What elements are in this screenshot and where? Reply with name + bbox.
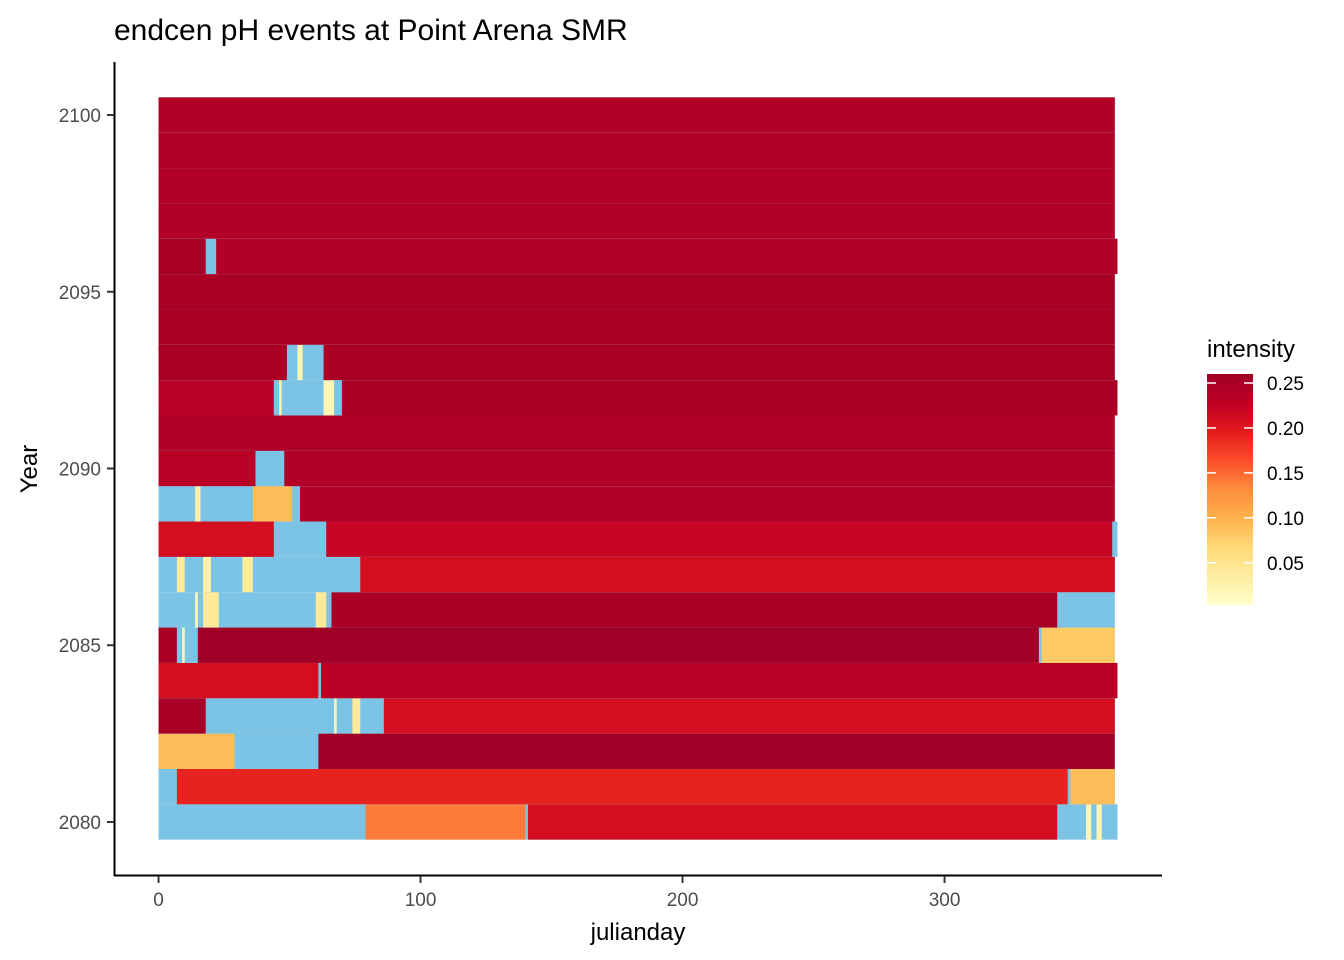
year-row-2093 — [158, 344, 1115, 381]
event-cell — [323, 380, 335, 416]
y-tick-label: 2095 — [59, 283, 101, 304]
legend-title: intensity — [1207, 336, 1295, 363]
event-cell — [1041, 627, 1115, 663]
event-cell — [360, 556, 1115, 593]
event-cell — [297, 344, 303, 381]
event-cell — [252, 486, 293, 522]
year-row-2091 — [158, 415, 1115, 451]
event-cell — [158, 168, 1115, 204]
event-cell — [326, 521, 1113, 557]
event-cell — [203, 556, 211, 593]
event-cell — [527, 804, 1058, 840]
year-row-2095 — [158, 274, 1115, 310]
event-cell — [182, 627, 185, 663]
event-cell — [300, 486, 1115, 522]
event-cell — [383, 698, 1115, 734]
legend-label: 0.05 — [1267, 554, 1304, 575]
event-cell — [331, 592, 1058, 628]
y-tick-label: 2100 — [59, 106, 101, 127]
year-row-2096 — [158, 238, 1118, 275]
y-tick-label: 2085 — [59, 636, 101, 657]
legend-label: 0.15 — [1267, 464, 1304, 485]
event-cell — [158, 698, 206, 734]
event-cell — [158, 415, 1115, 451]
event-cell — [1096, 804, 1102, 840]
event-cell — [195, 486, 201, 522]
event-cell — [318, 733, 1115, 769]
year-row-2082 — [158, 733, 1115, 769]
year-row-2088 — [158, 521, 1118, 557]
event-cell — [158, 274, 1115, 310]
year-row-2089 — [158, 486, 1115, 522]
year-row-2086 — [158, 592, 1115, 628]
event-cell — [203, 592, 219, 628]
event-cell — [284, 450, 1115, 487]
year-row-2092 — [158, 380, 1118, 416]
year-row-2084 — [158, 662, 1118, 699]
plot-area — [158, 97, 1118, 840]
x-tick-label: 300 — [929, 890, 961, 911]
x-axis-ticks: 0 100 200 300 — [153, 876, 960, 911]
event-cell — [315, 592, 327, 628]
legend-label: 0.10 — [1267, 509, 1304, 530]
x-axis-title: julianday — [590, 919, 686, 946]
event-cell — [158, 344, 287, 381]
x-tick-label: 100 — [405, 890, 437, 911]
event-cell — [242, 556, 253, 593]
year-row-2083 — [158, 698, 1115, 734]
legend-label: 0.25 — [1267, 374, 1304, 395]
event-cell — [158, 203, 1115, 239]
chart-title: endcen pH events at Point Arena SMR — [114, 14, 628, 47]
year-row-2094 — [158, 309, 1115, 345]
year-row-2090 — [158, 450, 1115, 487]
event-cell — [176, 768, 1068, 805]
y-axis-title: Year — [16, 445, 43, 494]
year-row-2080 — [158, 804, 1118, 840]
event-cell — [158, 662, 319, 699]
event-cell — [158, 380, 274, 416]
y-tick-label: 2090 — [59, 460, 101, 481]
y-axis-ticks: 2080 2085 2090 2095 2100 — [59, 106, 114, 834]
x-tick-label: 0 — [153, 890, 164, 911]
year-row-2098 — [158, 168, 1115, 204]
year-row-2081 — [158, 768, 1115, 805]
event-cell — [176, 556, 185, 593]
event-cell — [341, 380, 1118, 416]
event-cell — [216, 238, 1118, 275]
legend-colorbar — [1207, 374, 1253, 605]
event-cell — [158, 627, 177, 663]
y-tick-label: 2080 — [59, 813, 101, 834]
year-row-2097 — [158, 203, 1115, 239]
event-cell — [195, 592, 198, 628]
event-cell — [158, 97, 1115, 133]
event-cell — [352, 698, 361, 734]
event-cell — [334, 698, 337, 734]
event-cell — [158, 450, 256, 487]
event-cell — [158, 132, 1115, 169]
event-cell — [365, 804, 526, 840]
event-cell — [158, 733, 235, 769]
event-cell — [320, 662, 1118, 699]
event-cell — [158, 238, 206, 275]
event-cell — [1086, 804, 1092, 840]
color-legend: intensity 0.25 0.20 0.15 0.10 0.05 — [1207, 336, 1304, 605]
event-cell — [323, 344, 1115, 381]
x-tick-label: 200 — [667, 890, 699, 911]
event-cell — [158, 309, 1115, 345]
event-cell — [1070, 768, 1115, 805]
year-row-2085 — [158, 627, 1115, 663]
year-row-2099 — [158, 132, 1115, 169]
event-cell — [279, 380, 282, 416]
year-row-2087 — [158, 556, 1115, 593]
year-row-2100 — [158, 97, 1115, 133]
event-cell — [197, 627, 1039, 663]
event-cell — [158, 521, 274, 557]
legend-label: 0.20 — [1267, 419, 1304, 440]
